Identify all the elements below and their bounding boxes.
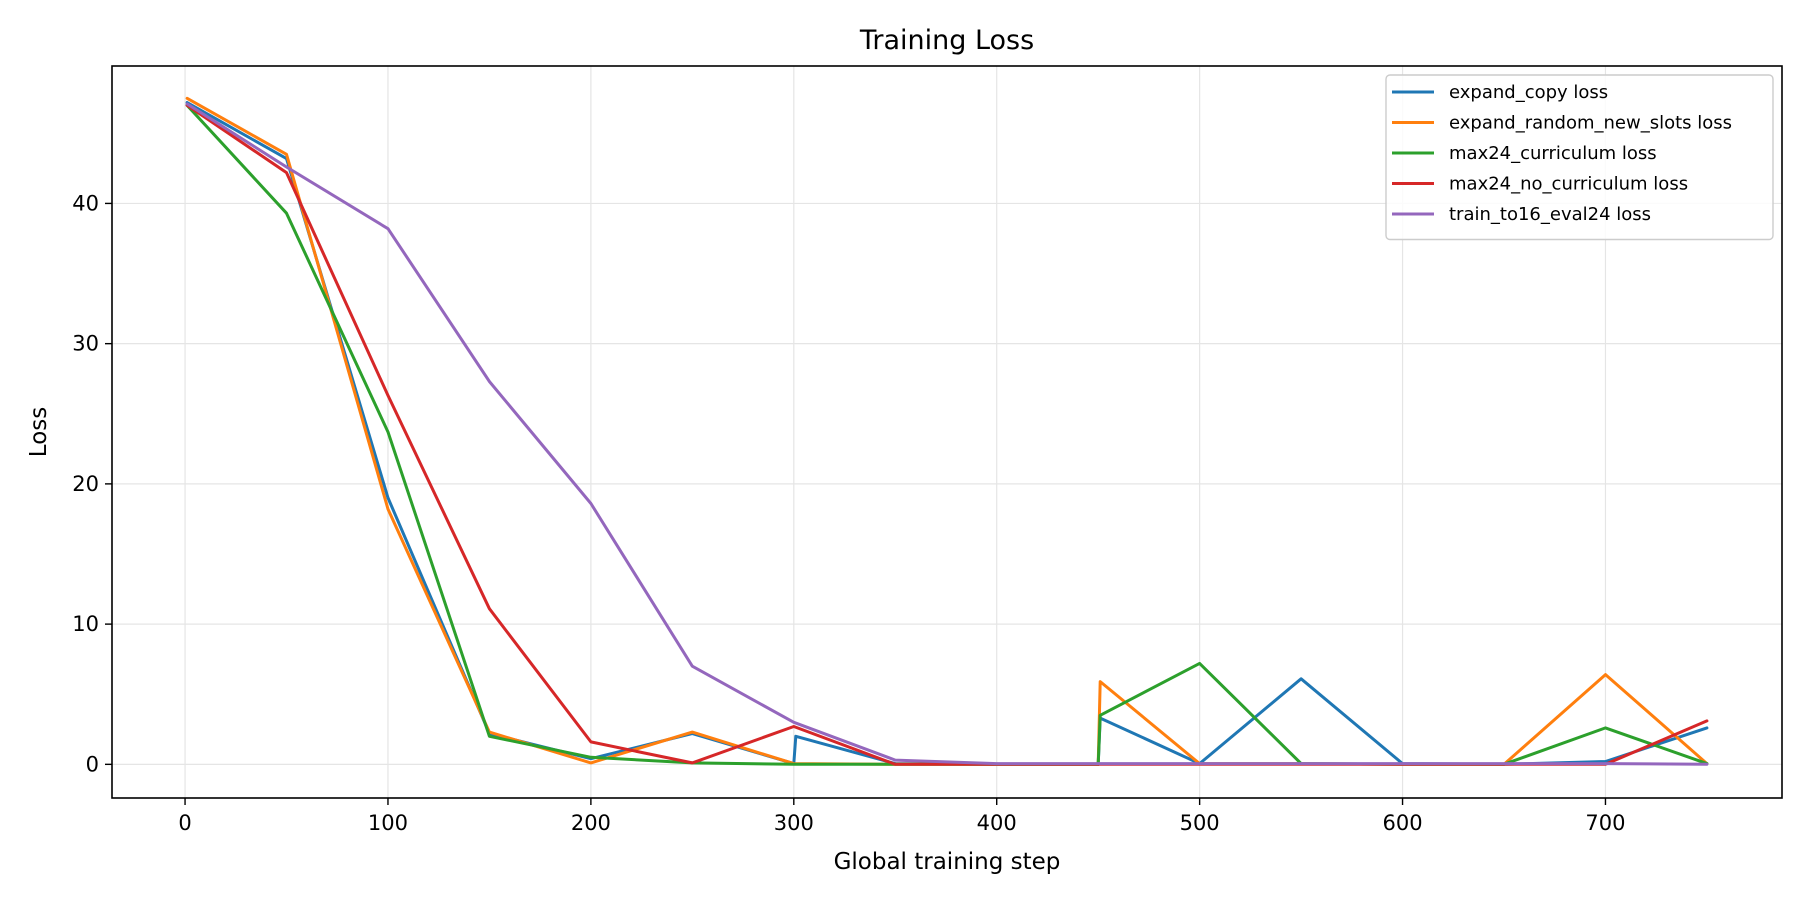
chart-title: Training Loss bbox=[859, 25, 1034, 56]
x-axis-title: Global training step bbox=[834, 849, 1061, 875]
x-tick-label: 600 bbox=[1382, 811, 1422, 835]
legend-label-4: train_to16_eval24 loss bbox=[1449, 204, 1651, 225]
x-axis-ticks: 0 100 200 300 400 500 600 700 bbox=[178, 798, 1626, 835]
y-tick-label: 30 bbox=[72, 332, 99, 356]
y-axis-ticks: 0 10 20 30 40 bbox=[72, 191, 112, 776]
legend-box bbox=[1385, 74, 1774, 241]
x-tick-label: 100 bbox=[368, 811, 408, 835]
y-axis-title: Loss bbox=[26, 407, 52, 457]
legend: expand_copy loss expand_random_new_slots … bbox=[1385, 74, 1774, 241]
x-tick-label: 200 bbox=[571, 811, 611, 835]
series-lines bbox=[185, 96, 1709, 766]
legend-label-3: max24_no_curriculum loss bbox=[1449, 174, 1688, 195]
plot-frame bbox=[111, 65, 1783, 799]
x-tick-label: 300 bbox=[774, 811, 814, 835]
y-tick-label: 40 bbox=[72, 191, 99, 215]
legend-label-0: expand_copy loss bbox=[1449, 82, 1608, 103]
x-tick-label: 500 bbox=[1180, 811, 1220, 835]
y-tick-label: 20 bbox=[72, 472, 99, 496]
x-tick-label: 0 bbox=[178, 811, 191, 835]
y-tick-label: 0 bbox=[86, 752, 99, 776]
y-tick-label: 10 bbox=[72, 612, 99, 636]
x-tick-label: 700 bbox=[1585, 811, 1625, 835]
x-tick-label: 400 bbox=[977, 811, 1017, 835]
legend-label-2: max24_curriculum loss bbox=[1449, 143, 1657, 164]
legend-label-1: expand_random_new_slots loss bbox=[1449, 113, 1732, 134]
series-line-4 bbox=[185, 102, 1709, 766]
